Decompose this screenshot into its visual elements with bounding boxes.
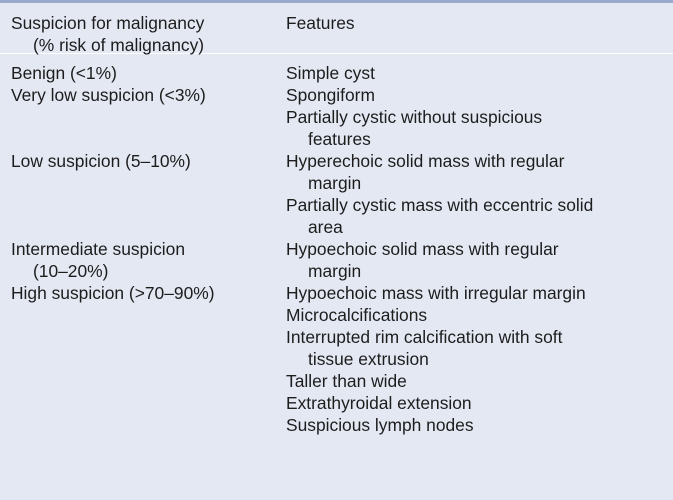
row-feature: Hypoechoic mass with irregular margin xyxy=(286,283,586,303)
header-left-line1: Suspicion for malignancy xyxy=(11,13,205,33)
row-feature: Hyperechoic solid mass with regular xyxy=(286,151,565,171)
row-category: High suspicion (>70–90%) xyxy=(11,283,215,303)
row-category-cont: (10–20%) xyxy=(33,261,109,281)
row-feature: Microcalcifications xyxy=(286,305,428,325)
row-feature: Extrathyroidal extension xyxy=(286,393,472,413)
row-feature: Simple cyst xyxy=(286,63,375,83)
row-category: Benign (<1%) xyxy=(11,63,117,83)
row-feature-cont: margin xyxy=(308,173,362,193)
header-features: Features xyxy=(286,13,355,33)
row-category: Low suspicion (5–10%) xyxy=(11,151,191,171)
row-feature: Partially cystic without suspicious xyxy=(286,107,543,127)
header-divider xyxy=(0,53,673,54)
row-feature-cont: margin xyxy=(308,261,362,281)
row-category: Intermediate suspicion xyxy=(11,239,185,259)
row-feature: Hypoechoic solid mass with regular xyxy=(286,239,559,259)
header-left-line2: (% risk of malignancy) xyxy=(33,35,205,55)
row-feature-cont: tissue extrusion xyxy=(308,349,429,369)
row-feature: Interrupted rim calcification with soft xyxy=(286,327,563,347)
row-feature: Taller than wide xyxy=(286,371,407,391)
top-rule xyxy=(0,0,673,3)
row-feature-cont: features xyxy=(308,129,371,149)
row-feature-cont: area xyxy=(308,217,343,237)
row-feature: Partially cystic mass with eccentric sol… xyxy=(286,195,594,215)
row-feature: Spongiform xyxy=(286,85,375,105)
row-feature: Suspicious lymph nodes xyxy=(286,415,474,435)
row-category: Very low suspicion (<3%) xyxy=(11,85,206,105)
